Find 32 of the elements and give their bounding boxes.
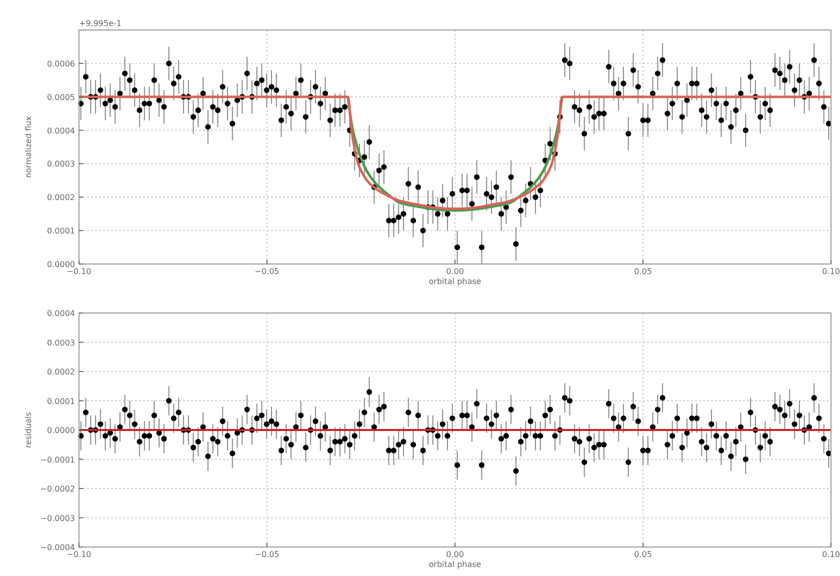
- y-tick-label: −0.0003: [40, 514, 75, 523]
- x-tick-label: 0.10: [822, 550, 840, 559]
- x-tick-label: 0.05: [634, 550, 652, 559]
- x-axis-title: orbital phase: [428, 277, 482, 286]
- y-tick-label: −0.0002: [40, 484, 75, 494]
- y-tick-label: 0.0000: [47, 426, 75, 435]
- text: +9.995e-1: [79, 19, 122, 28]
- y-tick-label: 0.0006: [47, 59, 75, 68]
- y-tick-label: 0.0004: [47, 309, 75, 318]
- y-tick-label: 0.0005: [47, 92, 75, 102]
- x-tick-label: 0.00: [446, 267, 464, 276]
- y-tick-label: 0.0002: [47, 193, 75, 202]
- x-tick-label: −0.05: [254, 550, 280, 559]
- x-tick-label: −0.05: [254, 267, 280, 276]
- y-tick-label: 0.0001: [47, 396, 75, 406]
- y-tick-label: 0.0002: [47, 368, 75, 376]
- x-tick-label: 0.00: [446, 550, 464, 559]
- x-tick-label: −0.10: [66, 550, 92, 559]
- y-tick-label: −0.0004: [40, 543, 75, 552]
- y-tick-label: −0.0001: [40, 455, 75, 464]
- y-tick-label: 0.0003: [47, 160, 75, 169]
- y-axis-title: residuals: [24, 412, 33, 448]
- y-axis-title: normalized flux: [24, 116, 33, 178]
- line-series: [78, 96, 832, 210]
- y-tick-label: 0.0001: [47, 226, 75, 236]
- y-tick-label: 0.0004: [47, 126, 75, 136]
- x-tick-label: −0.10: [66, 267, 92, 276]
- y-tick-label: 0.0003: [47, 338, 75, 348]
- x-tick-label: 0.10: [822, 267, 840, 276]
- y-tick-label: 0.0000: [47, 260, 75, 269]
- x-axis-title: orbital phase: [428, 560, 482, 569]
- x-tick-label: 0.05: [634, 267, 652, 276]
